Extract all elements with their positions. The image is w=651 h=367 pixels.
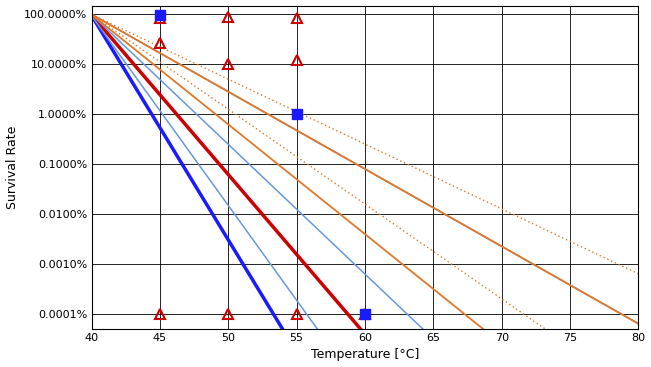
Y-axis label: Survival Rate: Survival Rate [6, 126, 19, 209]
X-axis label: Temperature [°C]: Temperature [°C] [311, 348, 419, 361]
